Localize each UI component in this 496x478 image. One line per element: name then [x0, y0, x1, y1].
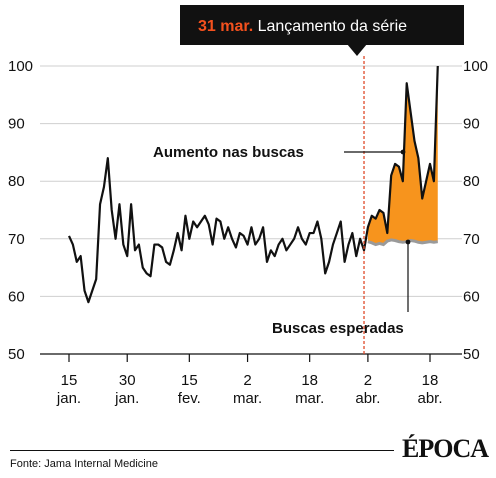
- y-tick-right-80: 80: [463, 173, 480, 190]
- epoca-logo: ÉPOCA: [402, 434, 489, 463]
- axis-layer: [40, 56, 462, 362]
- x-tick-sublabel-4: mar.: [295, 390, 324, 407]
- y-tick-right-60: 60: [463, 288, 480, 305]
- fill-layer: [367, 66, 438, 245]
- y-tick-left-100: 100: [8, 58, 33, 75]
- x-tick-sublabel-1: jan.: [114, 390, 139, 407]
- x-tick-label-4: 18: [301, 372, 318, 389]
- annotation-expected-dot: [405, 239, 411, 245]
- y-tick-left-70: 70: [8, 231, 25, 248]
- y-tick-right-90: 90: [463, 116, 480, 133]
- x-tick-label-2: 15: [181, 372, 198, 389]
- y-tick-left-60: 60: [8, 288, 25, 305]
- x-tick-sublabel-6: abr.: [417, 390, 442, 407]
- y-tick-left-50: 50: [8, 346, 25, 363]
- annotation-increase-dot: [400, 149, 406, 155]
- x-tick-label-5: 2: [364, 372, 372, 389]
- increase-area: [367, 66, 438, 245]
- x-tick-label-6: 18: [422, 372, 439, 389]
- y-tick-left-80: 80: [8, 173, 25, 190]
- y-tick-right-50: 50: [463, 346, 480, 363]
- annotation-expected: Buscas esperadas: [272, 320, 404, 337]
- svg-text:31 mar. Lançamento da série: 31 mar. Lançamento da série: [198, 18, 407, 35]
- footer-rule: [10, 450, 394, 451]
- x-tick-sublabel-3: mar.: [233, 390, 262, 407]
- x-tick-label-0: 15: [61, 372, 78, 389]
- x-tick-sublabel-2: fev.: [178, 390, 201, 407]
- expected-line: [367, 238, 438, 247]
- banner-text: Lançamento da série: [253, 18, 407, 35]
- banner-date: 31 mar.: [198, 18, 253, 35]
- x-tick-label-3: 2: [243, 372, 251, 389]
- x-tick-sublabel-5: abr.: [355, 390, 380, 407]
- annotation-layer: Aumento nas buscas Buscas esperadas: [153, 144, 411, 337]
- y-tick-left-90: 90: [8, 116, 25, 133]
- y-tick-right-70: 70: [463, 231, 480, 248]
- x-tick-label-1: 30: [119, 372, 136, 389]
- annotation-increase: Aumento nas buscas: [153, 144, 304, 161]
- source-note: Fonte: Jama Internal Medicine: [10, 458, 158, 470]
- launch-banner: 31 mar. Lançamento da série: [180, 5, 464, 56]
- y-tick-right-100: 100: [463, 58, 488, 75]
- searches-line: [67, 65, 439, 304]
- line-layer: [67, 65, 439, 304]
- x-tick-sublabel-0: jan.: [56, 390, 81, 407]
